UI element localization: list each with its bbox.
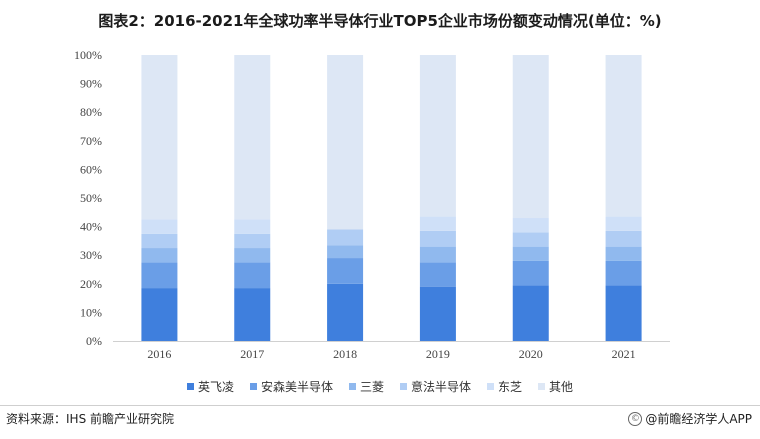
bar-segment xyxy=(605,285,642,341)
bar-segment xyxy=(512,285,549,341)
bar-segment xyxy=(512,260,549,286)
bar-segment xyxy=(419,230,456,247)
x-tick-label: 2020 xyxy=(519,347,543,361)
y-tick-label: 40% xyxy=(80,220,102,234)
y-tick-label: 10% xyxy=(80,305,102,319)
chart-legend: 英飞凌 安森美半导体 三菱 意法半导体 东芝 其他 xyxy=(0,378,760,395)
bar-segment xyxy=(605,260,642,286)
y-tick-label: 50% xyxy=(80,191,102,205)
legend-item: 三菱 xyxy=(348,378,384,395)
bar-segment xyxy=(141,288,178,341)
bar-segment xyxy=(419,286,456,341)
legend-swatch xyxy=(348,383,356,390)
legend-swatch xyxy=(186,383,194,390)
y-tick-label: 80% xyxy=(80,105,102,119)
bar-segment xyxy=(419,246,456,263)
bar-segment xyxy=(605,55,642,217)
bar-segment xyxy=(327,283,364,341)
legend-label: 其他 xyxy=(549,380,574,394)
x-tick-label: 2021 xyxy=(612,347,636,361)
y-tick-label: 90% xyxy=(80,77,102,91)
legend-item: 安森美半导体 xyxy=(249,378,333,395)
bar-segment xyxy=(141,262,178,289)
bar-segment xyxy=(141,219,178,234)
y-tick-label: 60% xyxy=(80,162,102,176)
bar-segment xyxy=(512,55,549,219)
bar-segment xyxy=(605,230,642,247)
bar-segment xyxy=(327,229,364,246)
legend-label: 三菱 xyxy=(359,380,384,394)
bar-segment xyxy=(605,246,642,261)
legend-swatch xyxy=(400,383,407,390)
footer-divider xyxy=(0,405,760,406)
y-tick-label: 20% xyxy=(80,277,102,291)
bar-segment xyxy=(234,288,271,341)
bar-segment xyxy=(234,233,271,249)
x-tick-label: 2016 xyxy=(147,347,171,361)
legend-label: 英飞凌 xyxy=(197,380,234,394)
bar-segment xyxy=(419,55,456,217)
legend-item: 东芝 xyxy=(487,378,522,395)
legend-swatch xyxy=(538,383,546,390)
y-tick-label: 100% xyxy=(74,48,102,62)
bar-segment xyxy=(234,55,271,220)
legend-item: 其他 xyxy=(538,378,573,395)
bar-segment xyxy=(141,233,178,249)
legend-label: 意法半导体 xyxy=(411,380,472,394)
legend-item: 意法半导体 xyxy=(400,378,471,395)
bar-segment xyxy=(141,55,178,220)
bar-segment xyxy=(419,262,456,287)
bar-segment xyxy=(234,248,271,263)
x-tick-label: 2018 xyxy=(333,347,357,361)
bar-segment xyxy=(327,258,364,284)
legend-swatch xyxy=(249,383,257,390)
legend-label: 安森美半导体 xyxy=(260,380,333,394)
legend-swatch xyxy=(487,383,495,390)
x-tick-label: 2019 xyxy=(426,347,450,361)
bar-segment xyxy=(234,262,271,289)
y-tick-label: 0% xyxy=(86,334,102,348)
bar-segment xyxy=(512,246,549,261)
y-tick-label: 30% xyxy=(80,248,102,262)
bar-segment xyxy=(605,216,642,231)
chart-title: 图表2：2016-2021年全球功率半导体行业TOP5企业市场份额变动情况(单位… xyxy=(98,12,662,30)
legend-item: 英飞凌 xyxy=(186,378,234,395)
credit-label: © @前瞻经济学人APP xyxy=(628,410,752,427)
bar-segment xyxy=(512,218,549,233)
source-note: 资料来源：IHS 前瞻产业研究院 xyxy=(6,412,174,426)
bar-segment xyxy=(234,219,271,234)
credit-text: @前瞻经济学人APP xyxy=(645,412,752,426)
bar-segment xyxy=(327,55,364,230)
legend-label: 东芝 xyxy=(498,380,523,394)
bar-segment xyxy=(419,216,456,231)
bar-segment xyxy=(141,248,178,263)
bar-segment xyxy=(512,232,549,247)
y-tick-label: 70% xyxy=(80,134,102,148)
bar-segment xyxy=(327,245,364,259)
x-tick-label: 2017 xyxy=(240,347,264,361)
copyright-icon: © xyxy=(628,411,643,426)
